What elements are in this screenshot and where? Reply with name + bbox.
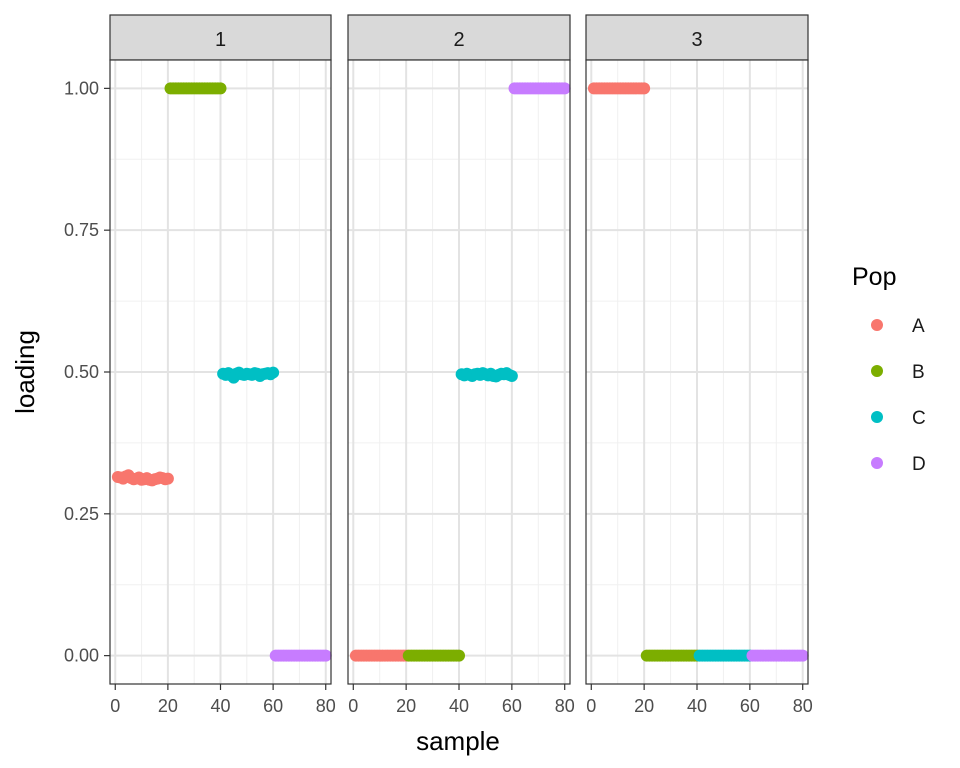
data-point-B	[453, 649, 465, 662]
x-tick-label: 0	[348, 696, 358, 716]
data-point-D	[319, 649, 332, 662]
facet-strip	[347, 14, 571, 61]
axes-layer: 0 20 40 60 80 0 20 40 60 80 0 20 40 60 80 0.00 0.25 0.50 0…	[64, 78, 813, 716]
legend-label: A	[912, 316, 925, 337]
y-tick-label: 0.50	[64, 362, 99, 382]
data-point-D	[796, 649, 809, 662]
x-axis-title: sample	[416, 726, 500, 756]
legend-entries: A B C D	[871, 316, 926, 475]
x-tick-label: 0	[586, 696, 596, 716]
y-tick-label: 0.00	[64, 646, 99, 666]
x-tick-label: 20	[396, 696, 416, 716]
y-tick-label: 1.00	[64, 78, 99, 98]
legend-label: B	[912, 362, 925, 383]
legend-key-B	[871, 365, 883, 377]
x-tick-label: 40	[449, 696, 469, 716]
facet-strip-label: 1	[215, 29, 226, 51]
facet-strip-label: 3	[691, 29, 702, 51]
data-points	[349, 82, 571, 662]
facet-panel-2: 2	[347, 14, 571, 685]
data-points	[111, 82, 332, 662]
facet-strip	[585, 14, 809, 61]
x-tick-label: 40	[687, 696, 707, 716]
data-point-D	[558, 82, 571, 95]
data-point-C	[267, 366, 280, 379]
facet-panel-1: 1	[109, 14, 332, 685]
legend-key-A	[871, 319, 883, 331]
legend: Pop A B C D	[852, 263, 926, 475]
y-tick-label: 0.25	[64, 504, 99, 524]
legend-title: Pop	[852, 263, 896, 291]
y-tick-label: 0.75	[64, 220, 99, 240]
facet-panel-3: 3	[585, 14, 809, 685]
x-tick-label: 40	[210, 696, 230, 716]
x-tick-label: 80	[793, 696, 813, 716]
panels-layer: 1 2 3	[109, 14, 809, 685]
x-tick-label: 20	[634, 696, 654, 716]
x-tick-label: 60	[263, 696, 283, 716]
facet-strip-label: 2	[453, 29, 464, 51]
data-point-B	[214, 82, 227, 95]
data-points	[587, 82, 809, 662]
x-tick-label: 80	[555, 696, 575, 716]
x-tick-label: 60	[502, 696, 522, 716]
x-tick-label: 80	[316, 696, 336, 716]
gridlines	[586, 60, 808, 684]
legend-key-C	[871, 411, 883, 423]
x-tick-label: 60	[740, 696, 760, 716]
facet-strip	[109, 14, 332, 61]
x-tick-label: 0	[110, 696, 120, 716]
data-point-C	[505, 369, 518, 382]
x-tick-label: 20	[158, 696, 178, 716]
legend-label: D	[912, 454, 926, 475]
legend-label: C	[912, 408, 926, 429]
y-axis-title: loading	[10, 330, 40, 414]
data-point-A	[638, 82, 651, 95]
legend-key-D	[871, 457, 883, 469]
data-point-A	[161, 472, 174, 485]
